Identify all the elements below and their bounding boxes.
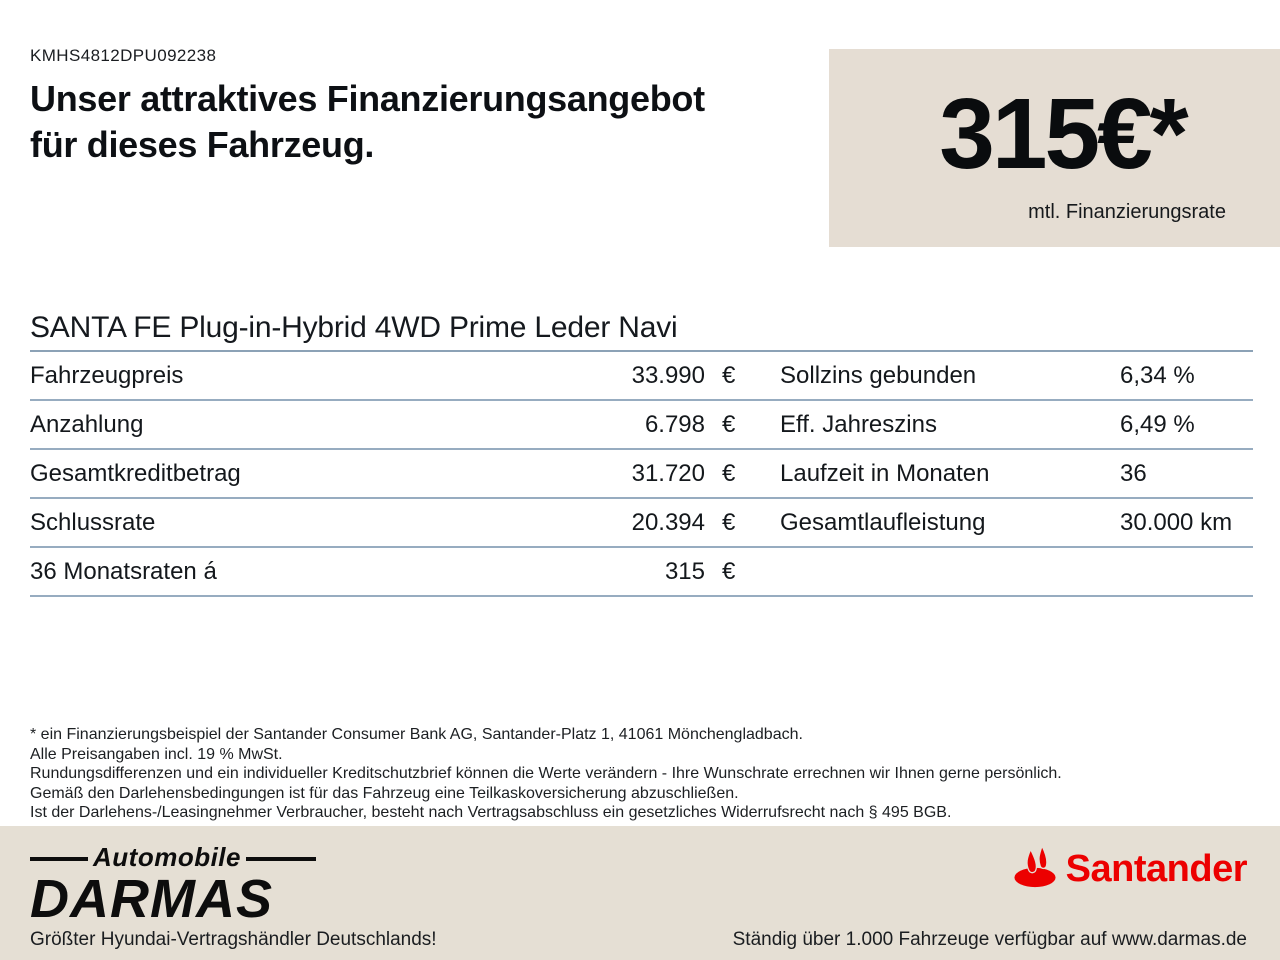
financing-table: Fahrzeugpreis 33.990 € Sollzins gebunden… <box>30 352 1253 597</box>
row-value: 6.798 <box>644 410 705 438</box>
row-value: 33.990 <box>631 361 705 389</box>
dealer-logo-name: DARMAS <box>30 869 273 929</box>
row-right-value: 30.000 km <box>1120 508 1233 536</box>
row-unit: € <box>722 508 736 536</box>
page-title-line2: für dieses Fahrzeug. <box>30 124 375 165</box>
disclaimer-line: Gemäß den Darlehensbedingungen ist für d… <box>30 784 739 802</box>
row-label: Schlussrate <box>30 508 156 536</box>
table-row: Anzahlung 6.798 € Eff. Jahreszins 6,49 % <box>30 401 1253 450</box>
bank-logo: Santander <box>1013 844 1248 893</box>
row-unit: € <box>722 557 736 585</box>
row-right-label: Eff. Jahreszins <box>780 410 937 438</box>
row-right-label: Gesamtlaufleistung <box>780 508 986 536</box>
row-unit: € <box>722 459 736 487</box>
row-right-value: 36 <box>1120 459 1147 487</box>
monthly-rate-box: 315€* mtl. Finanzierungsrate <box>829 49 1280 247</box>
disclaimer-line: Rundungsdifferenzen und ein individuelle… <box>30 765 1062 782</box>
row-label: 36 Monatsraten á <box>30 557 217 585</box>
row-right-label: Sollzins gebunden <box>780 361 977 389</box>
row-right-value: 6,34 % <box>1120 361 1195 389</box>
page-title-line1: Unser attraktives Finanzierungsangebot <box>30 78 705 119</box>
dealer-logo: Automobile DARMAS <box>30 842 437 929</box>
table-row: Schlussrate 20.394 € Gesamtlaufleistung … <box>30 499 1253 548</box>
availability-text: Ständig über 1.000 Fahrzeuge verfügbar a… <box>732 929 1247 950</box>
monthly-rate-amount: 315€* <box>939 78 1188 190</box>
row-value: 315 <box>664 557 705 585</box>
row-label: Anzahlung <box>30 410 144 438</box>
page-title: Unser attraktives Finanzierungsangebot f… <box>30 76 1253 168</box>
row-value: 20.394 <box>631 508 705 536</box>
row-right-value: 6,49 % <box>1120 410 1195 438</box>
row-unit: € <box>722 410 736 438</box>
dealer-logo-top: Automobile <box>93 842 241 872</box>
disclaimer-line: * ein Finanzierungsbeispiel der Santande… <box>30 726 803 743</box>
logo-bar-right-icon <box>246 856 316 861</box>
vehicle-vin: KMHS4812DPU092238 <box>30 46 217 65</box>
disclaimer-text: * ein Finanzierungsbeispiel der Santande… <box>30 725 1253 823</box>
disclaimer-line: Ist der Darlehens-/Leasingnehmer Verbrau… <box>30 804 952 821</box>
row-right-label: Laufzeit in Monaten <box>780 459 990 487</box>
dealer-tagline: Größter Hyundai-Vertragshändler Deutschl… <box>30 929 437 950</box>
disclaimer-line: Alle Preisangaben incl. 19 % MwSt. <box>30 745 283 763</box>
row-value: 31.720 <box>631 459 705 487</box>
logo-bar-left-icon <box>30 856 88 861</box>
vehicle-model-title: SANTA FE Plug-in-Hybrid 4WD Prime Leder … <box>30 311 1253 352</box>
table-row: Fahrzeugpreis 33.990 € Sollzins gebunden… <box>30 352 1253 401</box>
monthly-rate-caption: mtl. Finanzierungsrate <box>1028 201 1226 223</box>
table-row: 36 Monatsraten á 315 € <box>30 548 1253 597</box>
row-label: Fahrzeugpreis <box>30 361 184 389</box>
bank-name: Santander <box>1065 848 1248 890</box>
row-unit: € <box>722 361 736 389</box>
footer: Automobile DARMAS Größter Hyundai-Vertra… <box>0 826 1280 960</box>
row-label: Gesamtkreditbetrag <box>30 459 241 487</box>
santander-flame-icon <box>1013 844 1057 893</box>
table-row: Gesamtkreditbetrag 31.720 € Laufzeit in … <box>30 450 1253 499</box>
